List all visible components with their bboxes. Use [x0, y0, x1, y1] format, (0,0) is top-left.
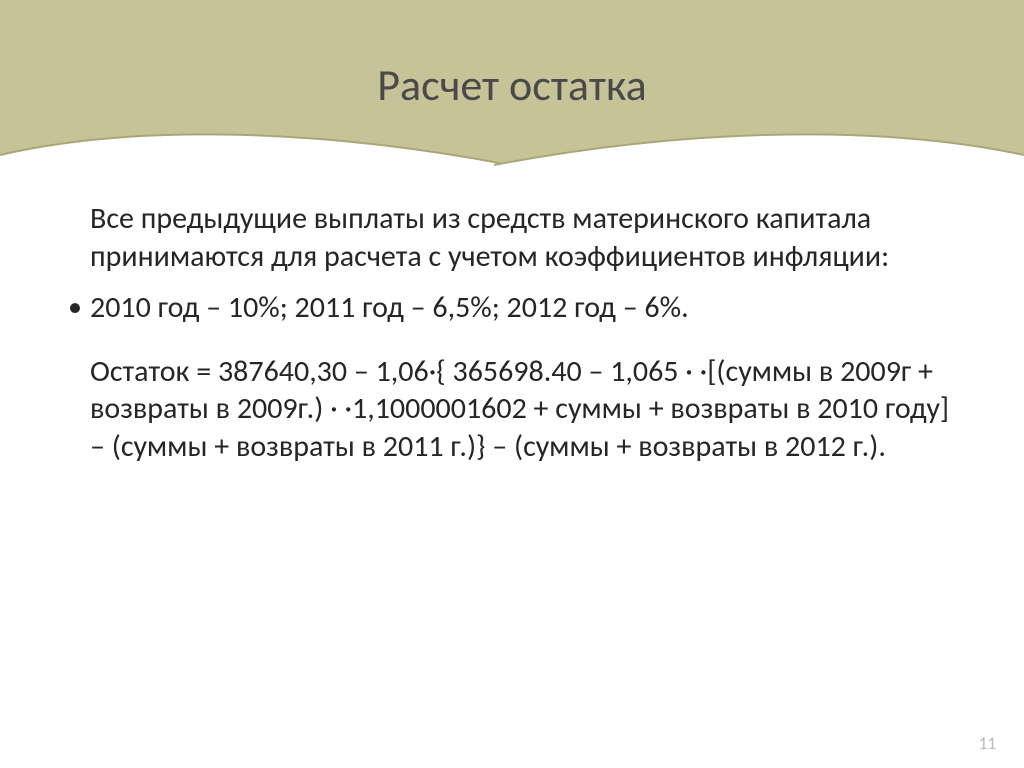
bullet-item: • 2010 год – 10%; 2011 год – 6,5%; 2012 … [62, 289, 962, 327]
bullet-text: 2010 год – 10%; 2011 год – 6,5%; 2012 го… [90, 289, 689, 327]
slide: Расчет остатка Все предыдущие выплаты из… [0, 0, 1024, 768]
intro-paragraph: Все предыдущие выплаты из средств матери… [62, 200, 962, 275]
formula-paragraph: Остаток = 387640,30 – 1,06·{ 365698.40 –… [62, 353, 962, 466]
slide-title: Расчет остатка [0, 58, 1024, 112]
wave-left-decoration [0, 121, 510, 169]
wave-right-decoration [494, 121, 1024, 169]
bullet-marker: • [62, 289, 90, 325]
slide-content: Все предыдущие выплаты из средств матери… [62, 200, 962, 465]
page-number: 11 [979, 733, 996, 754]
